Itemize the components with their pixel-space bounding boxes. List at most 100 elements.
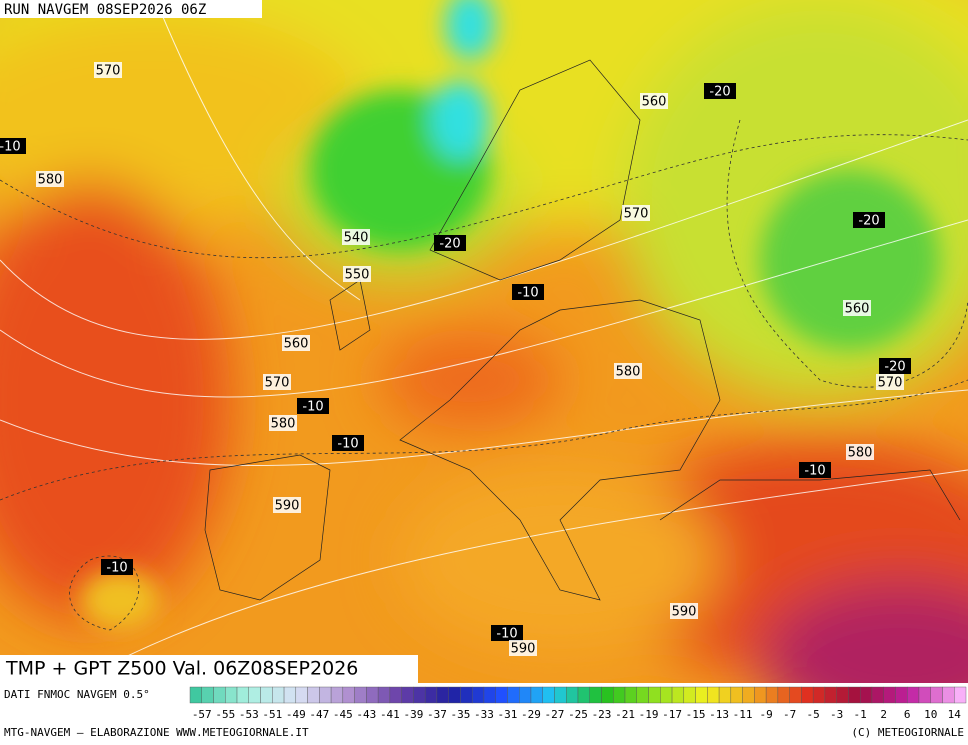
scale-swatch <box>248 686 261 704</box>
temp-label: -20 <box>884 360 905 375</box>
scale-swatch <box>589 686 602 704</box>
height-label-box <box>269 415 297 431</box>
scale-label: -7 <box>783 708 796 721</box>
scale-swatch <box>648 686 661 704</box>
scale-swatch <box>707 686 720 704</box>
scale-swatch <box>319 686 332 704</box>
scale-swatch <box>495 686 508 704</box>
scale-swatch <box>213 686 226 704</box>
scale-swatch <box>718 686 732 704</box>
scale-swatch <box>424 686 438 704</box>
height-label-box <box>622 205 650 221</box>
run-label: RUN NAVGEM 08SEP2026 06Z <box>4 2 206 18</box>
scale-swatch <box>742 686 755 704</box>
scale-swatch <box>566 686 579 704</box>
temp-label: -10 <box>106 561 127 576</box>
temp-label-box <box>434 235 466 251</box>
scale-swatch <box>507 686 520 704</box>
height-label-box <box>509 640 537 656</box>
scale-swatch <box>283 686 297 704</box>
temp-label-box <box>297 398 329 414</box>
scale-swatch <box>542 686 555 704</box>
scale-swatch <box>460 686 473 704</box>
scale-label: -57 <box>192 708 212 721</box>
scale-swatch <box>660 686 673 704</box>
height-label-box <box>343 266 371 282</box>
scale-swatch <box>189 686 202 704</box>
scale-swatch <box>636 686 649 704</box>
scale-swatch <box>836 686 849 704</box>
height-label: 560 <box>642 95 667 110</box>
scale-swatch <box>765 686 779 704</box>
scale-label: -47 <box>309 708 329 721</box>
scale-label: -33 <box>474 708 494 721</box>
scale-swatch <box>577 686 590 704</box>
height-label: 540 <box>344 231 369 246</box>
temp-label: -10 <box>517 286 538 301</box>
temp-label: -10 <box>0 140 21 155</box>
scale-label: -23 <box>592 708 612 721</box>
scale-label: -9 <box>759 708 772 721</box>
temp-label-box <box>332 435 364 451</box>
scale-swatch <box>389 686 402 704</box>
height-label-box <box>273 497 301 513</box>
scale-swatch <box>483 686 496 704</box>
scale-label: -1 <box>854 708 867 721</box>
scale-swatch <box>683 686 696 704</box>
temp-label-box <box>853 212 885 228</box>
scale-label: -31 <box>498 708 518 721</box>
scale-swatch <box>295 686 308 704</box>
temp-label: -10 <box>804 464 825 479</box>
scale-swatch <box>730 686 743 704</box>
scale-swatch <box>225 686 238 704</box>
height-label: 590 <box>511 642 536 657</box>
scale-swatch <box>201 686 214 704</box>
scale-swatch <box>930 686 943 704</box>
scale-label: -49 <box>286 708 306 721</box>
scale-swatch <box>954 686 967 704</box>
height-label: 560 <box>845 302 870 317</box>
height-label-box <box>670 603 698 619</box>
scale-swatch <box>801 686 814 704</box>
legend-source: DATI FNMOC NAVGEM 0.5° <box>4 688 150 701</box>
scale-label: -35 <box>450 708 470 721</box>
scale-label: 10 <box>924 708 937 721</box>
scale-swatch <box>883 686 896 704</box>
scale-swatch <box>519 686 532 704</box>
temp-label: -10 <box>496 627 517 642</box>
scale-label: 6 <box>904 708 911 721</box>
scale-swatch <box>918 686 931 704</box>
scale-swatch <box>377 686 391 704</box>
scale-swatch <box>401 686 414 704</box>
scale-swatch <box>754 686 767 704</box>
scale-swatch <box>907 686 920 704</box>
scale-label: -51 <box>262 708 282 721</box>
scale-swatch <box>272 686 285 704</box>
scale-label: -45 <box>333 708 353 721</box>
scale-swatch <box>554 686 567 704</box>
title-box <box>0 655 418 683</box>
footer-left: MTG-NAVGEM – ELABORAZIONE WWW.METEOGIORN… <box>4 726 309 739</box>
scale-swatch <box>613 686 626 704</box>
height-label-box <box>614 363 642 379</box>
height-label-box <box>342 229 370 245</box>
height-label-box <box>263 374 291 390</box>
scale-label: -29 <box>521 708 541 721</box>
scale-label: -21 <box>615 708 635 721</box>
scale-swatch <box>812 686 826 704</box>
height-label: 570 <box>96 64 121 79</box>
scale-swatch <box>777 686 790 704</box>
temp-label-box <box>101 559 133 575</box>
temp-label: -20 <box>709 85 730 100</box>
height-label-box <box>640 93 668 109</box>
height-label: 590 <box>672 605 697 620</box>
temp-label-box <box>512 284 544 300</box>
height-label: 560 <box>284 337 309 352</box>
scale-label: -5 <box>807 708 820 721</box>
temp-label: -20 <box>439 237 460 252</box>
scale-swatch <box>624 686 637 704</box>
footer-right: (C) METEOGIORNALE <box>851 726 964 739</box>
temp-label: -10 <box>337 437 358 452</box>
